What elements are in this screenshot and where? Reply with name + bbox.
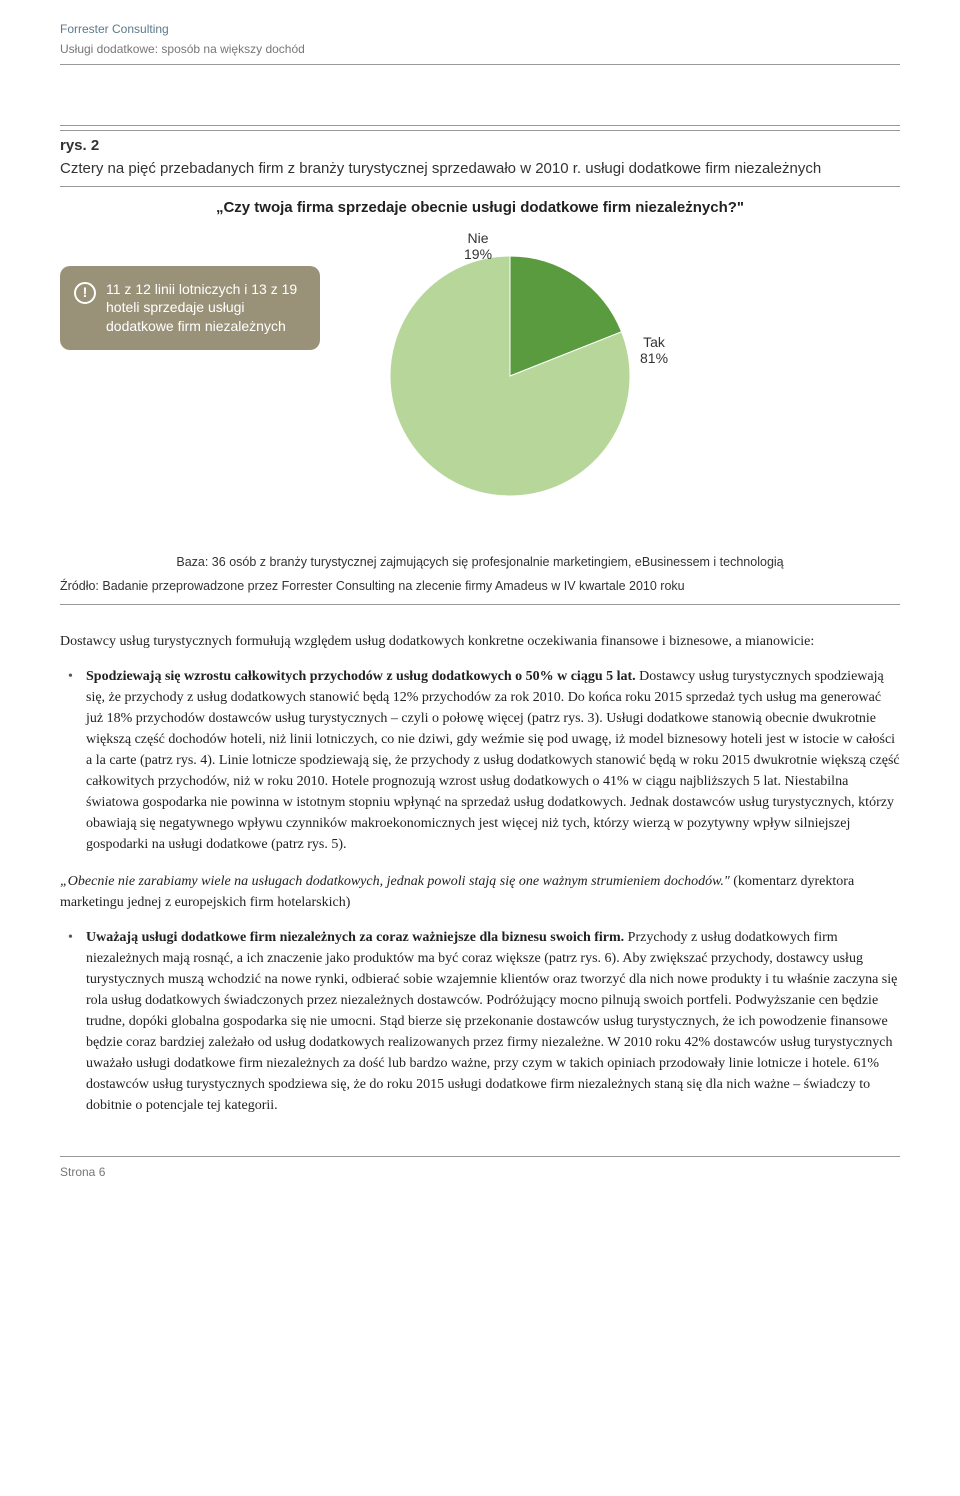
callout-text: 11 z 12 linii lotniczych i 13 z 19 hotel…	[106, 280, 302, 337]
header-rule	[60, 64, 900, 65]
list-item: Spodziewają się wzrostu całkowitych przy…	[86, 666, 900, 855]
page-header: Forrester Consulting Usługi dodatkowe: s…	[60, 20, 900, 58]
bullet-rest: Dostawcy usług turystycznych spodziewają…	[86, 669, 900, 852]
bullet-list: Spodziewają się wzrostu całkowitych przy…	[60, 666, 900, 855]
pie-label-nie-val: 19%	[464, 246, 492, 262]
list-item: Uważają usługi dodatkowe firm niezależny…	[86, 927, 900, 1116]
figure-top-rule	[60, 125, 900, 126]
base-note: Baza: 36 osób z branży turystycznej zajm…	[60, 553, 900, 572]
bullet-list-2: Uważają usługi dodatkowe firm niezależny…	[60, 927, 900, 1116]
quote-italic: „Obecnie nie zarabiamy wiele na usługach…	[60, 874, 730, 889]
pie-label-tak-name: Tak	[643, 334, 665, 350]
figure-question: „Czy twoja firma sprzedaje obecnie usług…	[60, 197, 900, 220]
bullet-rest: Przychody z usług dodatkowych firm nieza…	[86, 930, 897, 1113]
bullet-lead: Uważają usługi dodatkowe firm niezależny…	[86, 930, 624, 945]
quote-paragraph: „Obecnie nie zarabiamy wiele na usługach…	[60, 871, 900, 913]
callout-box: ! 11 z 12 linii lotniczych i 13 z 19 hot…	[60, 266, 320, 351]
figure-caption: Cztery na pięć przebadanych firm z branż…	[60, 158, 900, 188]
source-note: Źródło: Badanie przeprowadzone przez For…	[60, 577, 900, 605]
figure-label: rys. 2	[60, 130, 900, 158]
bullet-lead: Spodziewają się wzrostu całkowitych przy…	[86, 669, 636, 684]
figure-2: rys. 2 Cztery na pięć przebadanych firm …	[60, 125, 900, 605]
pie-label-nie: Nie 19%	[464, 230, 492, 264]
page-footer: Strona 6	[60, 1156, 900, 1181]
brand-name: Forrester Consulting	[60, 20, 900, 38]
intro-paragraph: Dostawcy usług turystycznych formułują w…	[60, 631, 900, 652]
pie-label-tak: Tak 81%	[640, 334, 668, 368]
doc-title: Usługi dodatkowe: sposób na większy doch…	[60, 40, 900, 58]
alert-icon: !	[74, 282, 96, 304]
pie-chart	[340, 236, 680, 516]
page-number: Strona 6	[60, 1165, 105, 1179]
chart-row: ! 11 z 12 linii lotniczych i 13 z 19 hot…	[60, 236, 900, 523]
pie-label-tak-val: 81%	[640, 350, 668, 366]
pie-label-nie-name: Nie	[468, 230, 489, 246]
pie-chart-wrap: Nie 19% Tak 81%	[340, 236, 680, 523]
body-text: Dostawcy usług turystycznych formułują w…	[60, 631, 900, 1116]
